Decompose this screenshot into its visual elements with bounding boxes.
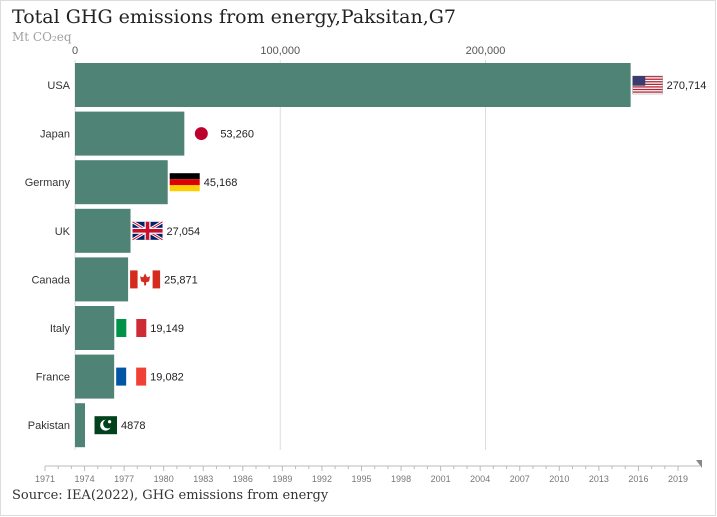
- uk-flag-icon: [131, 220, 164, 242]
- timeline-year-label: 2007: [510, 474, 530, 484]
- flag-canton: [632, 76, 646, 86]
- star: [108, 420, 112, 424]
- source-note: Source: IEA(2022), GHG emissions from en…: [12, 488, 329, 503]
- timeline-year-label: 2016: [628, 474, 648, 484]
- timeline-year-label: 2010: [549, 474, 569, 484]
- value-label: 25,871: [164, 274, 198, 286]
- category-label: USA: [47, 80, 70, 92]
- flag-stripe: [632, 91, 663, 93]
- germany-flag-icon: [169, 173, 200, 192]
- flag-stripe: [632, 81, 663, 83]
- flag-stripe: [632, 78, 663, 80]
- value-label: 270,714: [667, 80, 707, 92]
- chart-subtitle: Mt CO₂eq: [12, 30, 72, 44]
- value-label: 19,149: [150, 323, 184, 335]
- x-tick-label: 200,000: [466, 45, 506, 57]
- flag-band: [116, 319, 127, 337]
- timeline-year-label: 1986: [233, 474, 253, 484]
- category-label: Italy: [50, 323, 71, 335]
- timeline-year-label: 1998: [391, 474, 411, 484]
- value-label: 27,054: [167, 226, 201, 238]
- bar-uk[interactable]: [75, 208, 131, 253]
- flag-stripe: [632, 83, 663, 85]
- bar-japan[interactable]: [75, 111, 185, 156]
- flag-stripe: [632, 76, 663, 78]
- flag-band: [169, 179, 200, 186]
- timeline-year-label: 1995: [351, 474, 371, 484]
- pakistan-flag-icon: [87, 416, 118, 435]
- x-tick-label: 100,000: [260, 45, 300, 57]
- timeline-year-label: 1980: [154, 474, 174, 484]
- value-label: 53,260: [220, 129, 254, 141]
- timeline-year-label: 1992: [312, 474, 332, 484]
- flag-band: [116, 367, 127, 386]
- category-label: France: [36, 372, 70, 384]
- canada-flag-icon: [130, 270, 161, 289]
- bar-usa[interactable]: [75, 63, 631, 107]
- us-flag-icon: [632, 75, 663, 95]
- category-label: UK: [55, 226, 71, 238]
- italy-flag-icon: [116, 319, 147, 337]
- crescent-cut: [103, 419, 113, 429]
- bar-pakistan[interactable]: [75, 403, 86, 448]
- flag-band: [136, 367, 147, 386]
- bar-canada[interactable]: [75, 257, 129, 302]
- flag-band: [87, 416, 95, 435]
- value-label: 45,168: [204, 177, 238, 189]
- flag-disc: [194, 127, 208, 141]
- chart-title: Total GHG emissions from energy,Paksitan…: [12, 6, 456, 28]
- timeline-year-label: 2019: [668, 474, 688, 484]
- flag-cross: [132, 229, 163, 233]
- x-tick-label: 0: [72, 45, 78, 57]
- bar-italy[interactable]: [75, 306, 115, 350]
- flag-band: [136, 319, 147, 337]
- category-label: Pakistan: [28, 420, 70, 432]
- value-label: 19,082: [150, 372, 184, 384]
- timeline-year-label: 1977: [114, 474, 134, 484]
- timeline-year-label: 1971: [35, 474, 55, 484]
- timeline-year-label: 1989: [272, 474, 292, 484]
- flag-band: [169, 173, 200, 180]
- category-label: Japan: [40, 129, 70, 141]
- timeline-year-label: 1974: [75, 474, 95, 484]
- value-label: 4878: [121, 420, 145, 432]
- timeline-year-label: 2013: [589, 474, 609, 484]
- bar-germany[interactable]: [75, 160, 168, 205]
- flag-stripe: [632, 86, 663, 88]
- bar-france[interactable]: [75, 354, 115, 399]
- maple-leaf: [140, 273, 151, 286]
- timeline-year-label: 2004: [470, 474, 490, 484]
- flag-band: [152, 270, 161, 289]
- flag-stripe: [632, 88, 663, 91]
- flag-band: [130, 270, 138, 289]
- timeline-year-label: 1983: [193, 474, 213, 484]
- japan-flag-icon: [194, 127, 208, 141]
- flag-band: [169, 185, 200, 192]
- timeline-handle-icon[interactable]: [696, 460, 702, 468]
- timeline-year-label: 2001: [431, 474, 451, 484]
- category-label: Germany: [25, 177, 71, 189]
- category-label: Canada: [31, 274, 70, 286]
- france-flag-icon: [116, 367, 147, 386]
